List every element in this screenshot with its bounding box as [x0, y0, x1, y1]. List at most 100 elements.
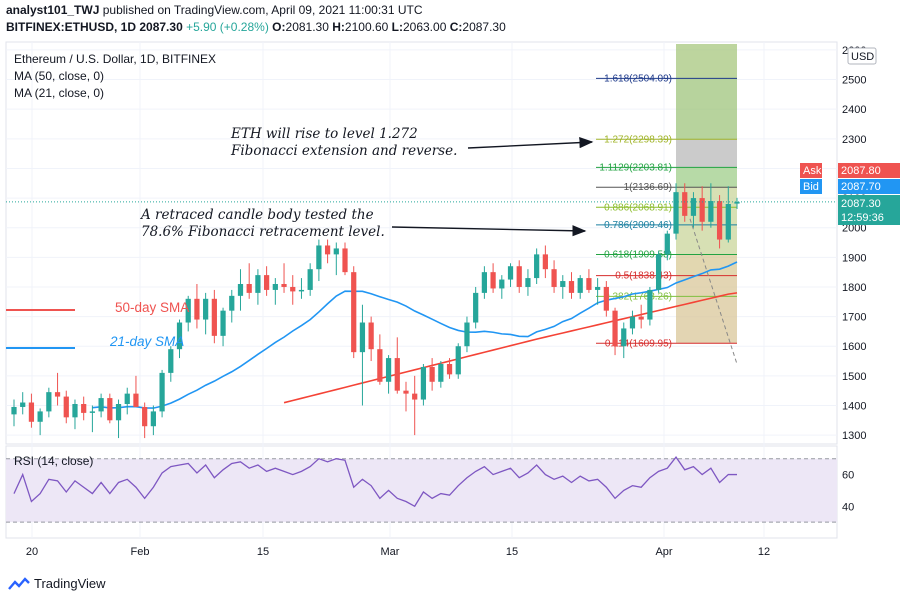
fib-zone [676, 254, 737, 276]
candle [603, 281, 609, 317]
candle-body [142, 406, 148, 427]
fib-zone [676, 275, 737, 344]
candle [586, 269, 592, 293]
candle-body [237, 284, 244, 296]
fib-zone [676, 139, 737, 168]
candle-body [272, 284, 278, 290]
candle-body [446, 364, 453, 375]
candle-body [255, 275, 261, 293]
candle-body [229, 295, 235, 311]
candle [246, 263, 252, 299]
candle-body [124, 393, 130, 404]
price-tick-label: 1800 [842, 282, 866, 294]
fib-zone [676, 78, 737, 140]
candle-body [638, 316, 644, 320]
publisher-username[interactable]: analyst101_TWJ [6, 3, 100, 17]
candle-body [220, 310, 226, 336]
tradingview-footer[interactable]: TradingView [8, 576, 106, 591]
candle-body [595, 286, 601, 290]
fib-level-label: 0.5(1838.43) [615, 271, 672, 282]
candle-body [246, 284, 252, 293]
candle-body [37, 411, 43, 422]
candle-body [72, 404, 78, 418]
fib-level-label: 0.886(2068.91) [604, 202, 672, 213]
candle [237, 269, 244, 311]
currency-badge[interactable] [847, 47, 877, 65]
candle [333, 242, 339, 276]
candle [115, 399, 122, 439]
candle-body [603, 286, 609, 311]
candle [612, 307, 618, 356]
candle-body [655, 254, 662, 290]
candle [46, 387, 52, 418]
fib-level-label: 1.1129(2203.81) [599, 162, 672, 173]
rsi-label: RSI (14, close) [14, 454, 93, 468]
candle-body [612, 310, 618, 347]
candle [638, 304, 644, 329]
price-scale[interactable] [838, 42, 900, 538]
candle [150, 405, 156, 436]
candle-body [185, 298, 191, 323]
candle [542, 245, 548, 279]
symbol-name[interactable]: BITFINEX:ETHUSD, 1D [6, 20, 137, 34]
candle-body [316, 245, 322, 270]
candle-body [333, 248, 339, 255]
candle [385, 355, 392, 394]
candle [629, 310, 636, 335]
symbol-line: BITFINEX:ETHUSD, 1D 2087.30 +5.90 (+0.28… [6, 20, 506, 34]
arrow-to-1272 [467, 137, 594, 149]
candle [551, 260, 557, 293]
candle-body [324, 245, 331, 255]
candle [168, 346, 174, 382]
rsi-band [6, 458, 837, 523]
price-tick-label: 2300 [842, 134, 866, 146]
high-value: 2100.60 [344, 20, 389, 34]
candle [264, 266, 270, 296]
candle [455, 343, 461, 379]
candle [699, 186, 705, 231]
candle-body [473, 292, 479, 323]
fib-level-label: 1.272(2298.39) [604, 134, 672, 145]
candle-body [664, 233, 670, 255]
price-tick-label: 1900 [842, 252, 866, 264]
candle-body [586, 278, 592, 290]
candle-body [621, 328, 627, 347]
price-change: +5.90 (+0.28%) [186, 20, 269, 34]
candle-body [290, 286, 296, 292]
price-tick-label: 1600 [842, 341, 866, 353]
candle [316, 239, 322, 282]
candle-body [194, 298, 200, 320]
candle-body [168, 349, 174, 373]
fibonacci-tool[interactable]: 1.618(2504.09) 1.272(2298.39) 1.1129(2203.… [596, 44, 738, 365]
arrow-to-786 [391, 225, 587, 237]
candle-body [525, 278, 531, 287]
publisher-info: published on TradingView.com, April 09, … [102, 3, 423, 17]
candle [324, 239, 331, 264]
candle-body [133, 393, 139, 407]
candle-body [560, 281, 566, 287]
candle [28, 393, 35, 428]
bid-price-tag [838, 179, 900, 194]
candle [72, 399, 78, 430]
candle [577, 275, 583, 299]
close-label: C: [449, 20, 463, 34]
candle [464, 316, 470, 353]
ask-price-tag [838, 163, 900, 178]
candle [142, 402, 148, 439]
candle-body [46, 392, 52, 412]
fib-level-label: 0.618(1909.58) [604, 249, 672, 260]
candle-body [150, 411, 156, 427]
candle [655, 251, 662, 293]
candle [133, 375, 139, 407]
candle [647, 286, 653, 326]
candle-body [551, 269, 557, 287]
candle [54, 372, 61, 406]
candle [185, 295, 191, 332]
tradingview-brand: TradingView [34, 576, 106, 591]
candle [560, 275, 566, 299]
time-tick-label: 15 [257, 546, 269, 558]
candle-body [107, 398, 113, 421]
candle [176, 319, 183, 359]
candle-body [568, 281, 575, 293]
